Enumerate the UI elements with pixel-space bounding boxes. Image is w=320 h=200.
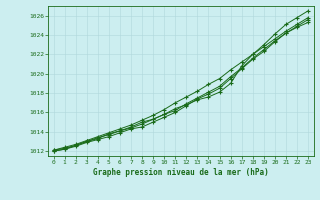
X-axis label: Graphe pression niveau de la mer (hPa): Graphe pression niveau de la mer (hPa) [93, 168, 269, 177]
